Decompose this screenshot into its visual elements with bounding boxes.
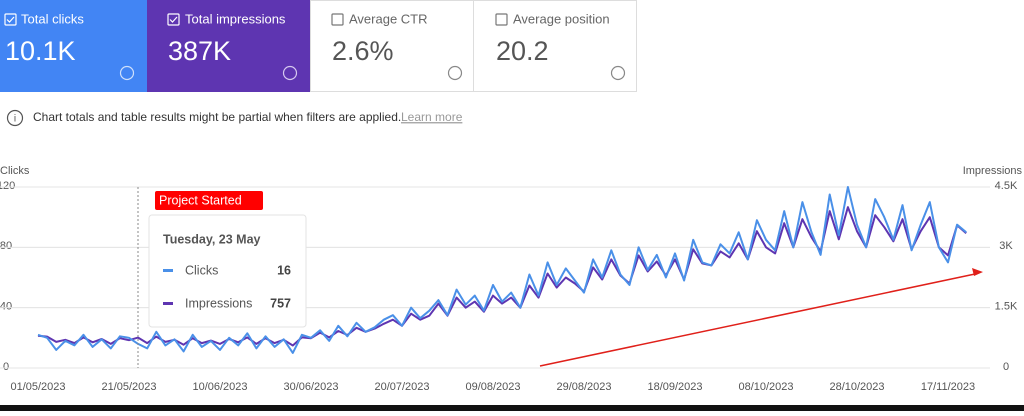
tooltip-swatch xyxy=(163,269,173,272)
y-tick-label: 120 xyxy=(0,180,15,192)
x-tick-label: 30/06/2023 xyxy=(283,381,338,393)
arrow-head xyxy=(972,268,983,276)
x-tick-label: 17/11/2023 xyxy=(921,381,975,393)
x-tick-label: 01/05/2023 xyxy=(10,381,65,393)
annotation: Project Started xyxy=(159,193,242,207)
x-tick-label: 18/09/2023 xyxy=(647,381,702,393)
help-icon[interactable] xyxy=(119,65,135,81)
tooltip-name: Clicks xyxy=(185,263,218,277)
series-line xyxy=(37,206,967,347)
x-tick-label: 09/08/2023 xyxy=(465,381,520,393)
card-impressions[interactable] xyxy=(147,0,310,92)
help-icon[interactable] xyxy=(282,65,298,81)
y2-axis-title: Impressions xyxy=(963,165,1023,177)
y2-tick-label: 4.5K xyxy=(995,180,1018,192)
y-axis-title: Clicks xyxy=(0,165,30,177)
bottom-bar xyxy=(0,405,1024,411)
x-tick-label: 20/07/2023 xyxy=(374,381,429,393)
tooltip-value: 16 xyxy=(277,263,291,277)
y-tick-label: 0 xyxy=(3,361,9,373)
card-value: 387K xyxy=(168,36,231,66)
card-label: Average position xyxy=(513,11,610,26)
tooltip-name: Impressions xyxy=(185,296,252,310)
card-label: Average CTR xyxy=(349,11,428,26)
card-clicks[interactable] xyxy=(0,0,147,92)
y-tick-label: 80 xyxy=(0,240,12,252)
learn-more-link[interactable]: Learn more xyxy=(401,110,463,124)
checkbox[interactable] xyxy=(4,13,17,26)
tooltip-title: Tuesday, 23 May xyxy=(163,232,261,246)
card-label: Total clicks xyxy=(21,11,84,26)
card-value: 2.6% xyxy=(332,36,394,66)
y2-tick-label: 1.5K xyxy=(995,301,1018,313)
tooltip xyxy=(148,214,307,328)
trend-arrow xyxy=(539,273,976,367)
x-tick-label: 29/08/2023 xyxy=(556,381,611,393)
info-icon xyxy=(6,109,24,127)
tooltip-value: 757 xyxy=(270,296,291,310)
annotation-box xyxy=(155,191,263,210)
x-tick-label: 21/05/2023 xyxy=(101,381,156,393)
check xyxy=(6,16,15,23)
help-icon[interactable] xyxy=(610,65,626,81)
y2-tick-label: 3K xyxy=(999,240,1013,252)
y-tick-label: 40 xyxy=(0,301,12,313)
checkbox[interactable] xyxy=(495,13,508,26)
tooltip-swatch xyxy=(163,302,173,305)
x-tick-label: 28/10/2023 xyxy=(829,381,884,393)
check xyxy=(169,16,178,23)
checkbox[interactable] xyxy=(167,13,180,26)
card-value: 20.2 xyxy=(496,36,549,66)
series-line xyxy=(37,186,967,354)
notice: Chart totals and table results might be … xyxy=(33,110,401,124)
card-position[interactable] xyxy=(473,0,637,92)
x-tick-label: 10/06/2023 xyxy=(192,381,247,393)
help-icon[interactable] xyxy=(447,65,463,81)
card-label: Total impressions xyxy=(185,11,286,26)
y2-tick-label: 0 xyxy=(1003,361,1009,373)
checkbox[interactable] xyxy=(331,13,344,26)
x-tick-label: 08/10/2023 xyxy=(738,381,793,393)
info-i: i xyxy=(14,114,16,125)
card-ctr[interactable] xyxy=(310,0,474,92)
card-value: 10.1K xyxy=(5,36,76,66)
